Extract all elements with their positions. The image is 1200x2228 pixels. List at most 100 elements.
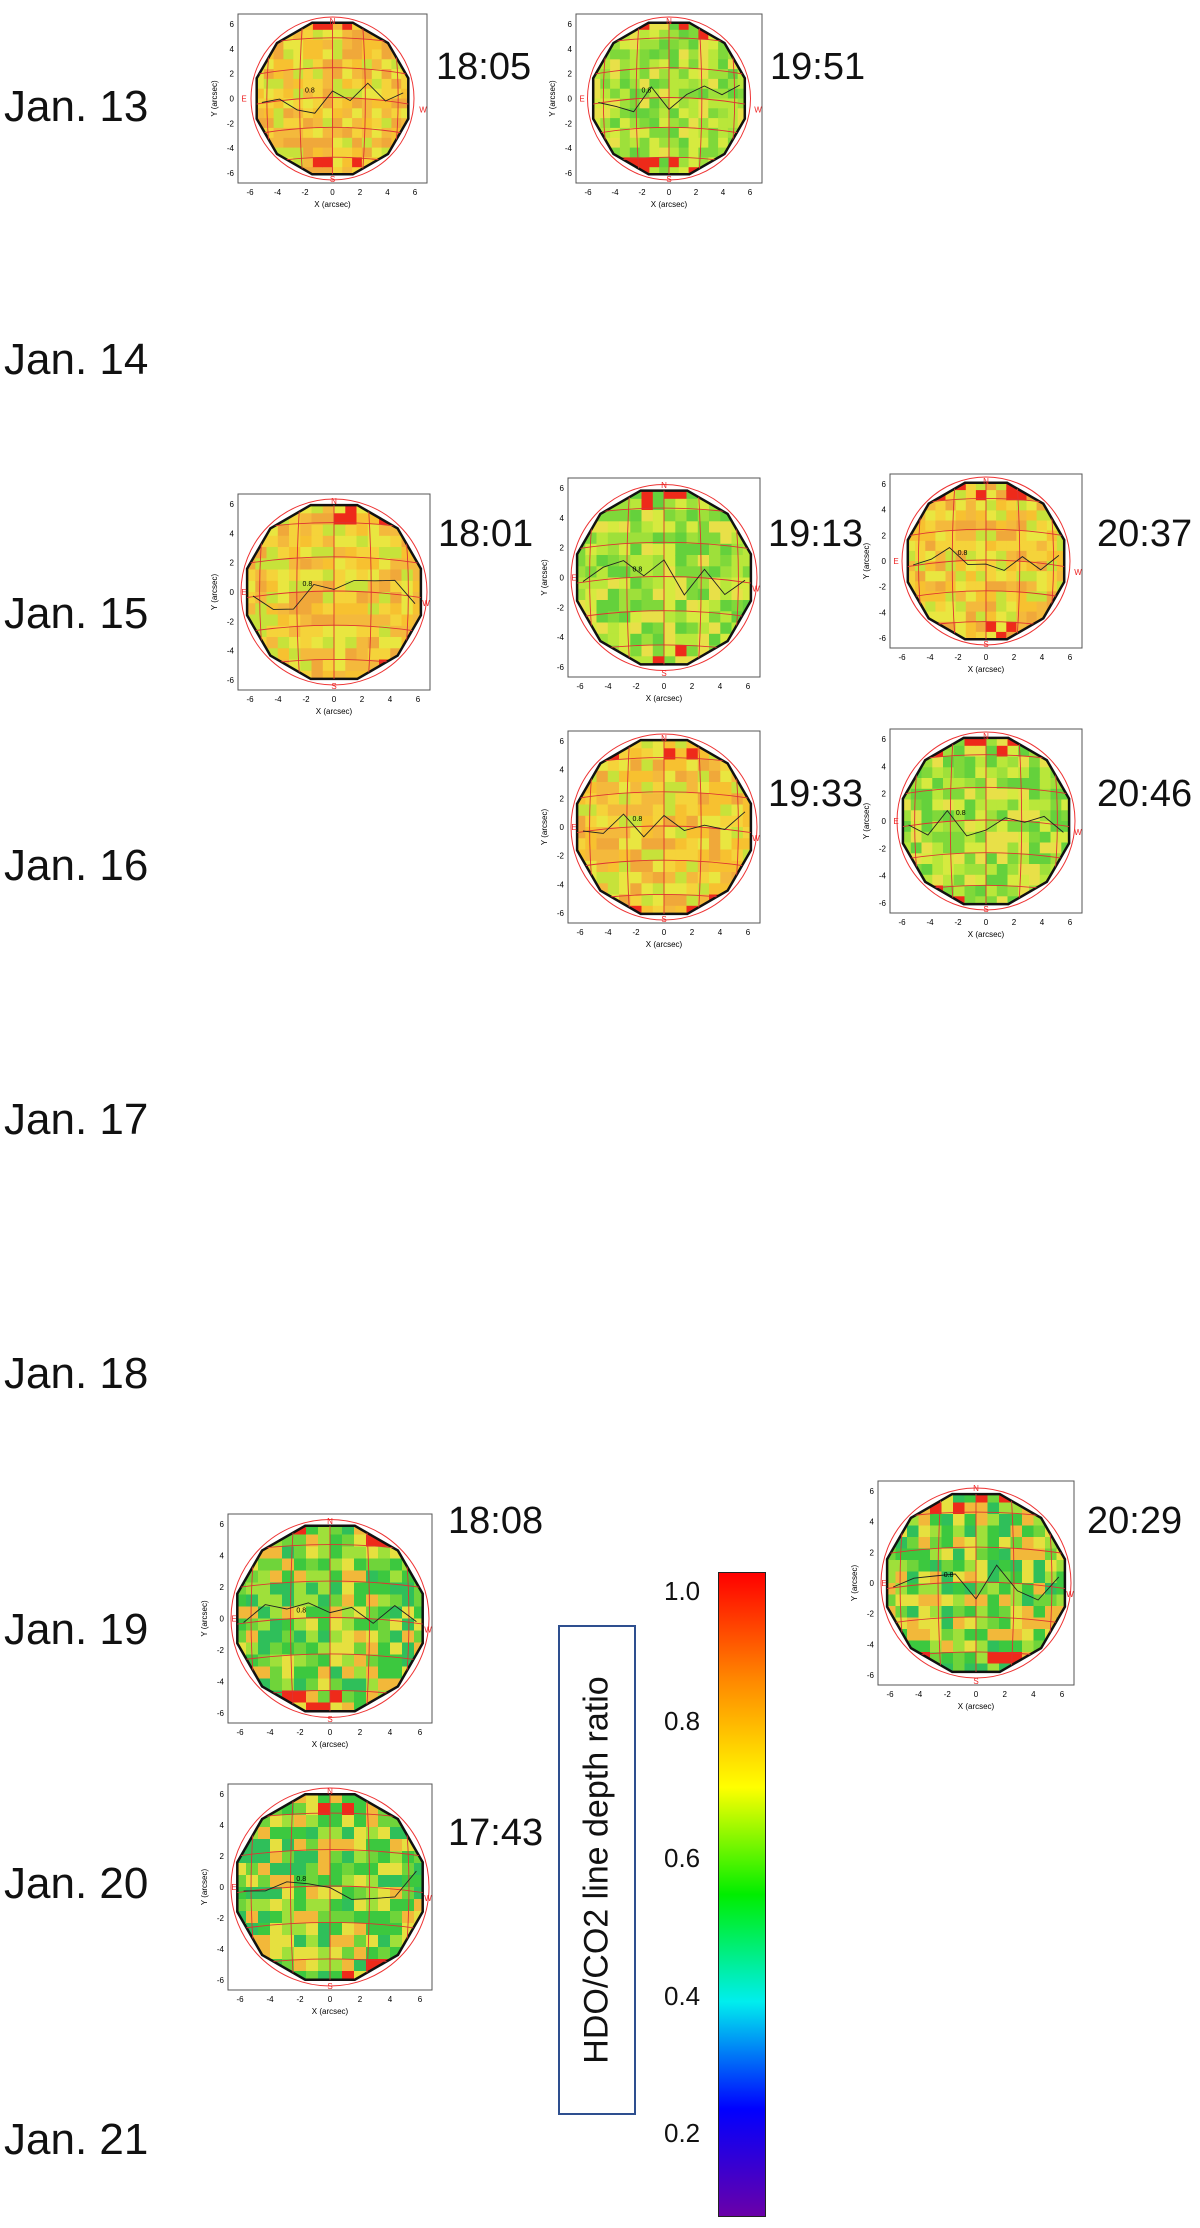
contour-line [912,547,1060,571]
contour-label: 0.8 [642,88,652,95]
compass-label-south: S [330,175,335,184]
contour-label: 0.8 [956,810,966,817]
y-tick-label: 2 [560,794,565,803]
compass-label-east: E [571,823,576,832]
x-tick-label: 2 [358,1728,363,1737]
x-axis-label: X (arcsec) [968,665,1005,674]
x-tick-label: 4 [721,188,726,197]
y-tick-label: 4 [230,45,235,54]
compass-label-south: S [666,175,671,184]
contour-line [261,82,404,114]
venus-map-panel: 0.8 N S E W -6 -6 -4 -4 -2 -2 0 0 2 2 4 4 6 6 X (arcsec) Y (… [210,488,438,720]
y-tick-label: 2 [882,531,887,540]
disk-outline [885,1492,1067,1674]
x-tick-label: -4 [926,653,934,662]
disk-outline [906,481,1066,641]
x-tick-label: -6 [576,682,584,691]
x-tick-label: 6 [746,682,751,691]
x-tick-label: 6 [413,188,418,197]
venus-map-panel: 0.8 N S E W -6 -6 -4 -4 -2 -2 0 0 2 2 4 4 6 6 X (arcsec) Y (… [200,1508,440,1753]
y-tick-label: 2 [882,790,887,799]
y-tick-label: 2 [870,1548,875,1557]
compass-label-south: S [661,915,666,924]
time-label-jan19-b: 20:29 [1087,1500,1183,1542]
y-tick-label: 4 [230,529,235,538]
plot-frame [889,728,1083,914]
y-tick-label: 0 [870,1579,875,1588]
venus-map-svg: 0.8 N S E W -6 -6 -4 -4 -2 -2 0 0 2 2 4 4 6 6 X (arcsec) Y (… [850,1480,1075,1711]
y-tick-label: 4 [220,1821,225,1830]
y-tick-label: -6 [217,1709,225,1718]
disk-outline [236,1524,424,1713]
y-tick-label: 0 [560,574,565,583]
x-tick-label: -6 [898,918,906,927]
date-label-jan-19: Jan. 19 [4,1605,149,1654]
date-label-jan-18: Jan. 18 [4,1349,149,1398]
y-tick-label: 0 [560,823,565,832]
colorbar-title-box: HDO/CO2 line depth ratio [558,1625,636,2115]
x-tick-label: 2 [360,695,365,704]
compass-label-south: S [327,1982,332,1991]
venus-map-panel: 0.8 N S E W -6 -6 -4 -4 -2 -2 0 0 2 2 4 4 6 6 X (arcsec) Y (… [862,468,1090,678]
time-label-jan15-a: 18:01 [438,513,534,555]
y-tick-label: 2 [568,70,573,79]
limb-circle [570,733,758,921]
y-tick-label: 0 [220,1883,225,1892]
venus-map-panel: 0.8 N S E W -6 -6 -4 -4 -2 -2 0 0 2 2 4 4 6 6 X (arcsec) Y (… [200,1778,440,2020]
y-tick-label: 6 [220,1790,225,1799]
y-tick-label: 6 [230,500,235,509]
x-tick-label: -6 [236,1728,244,1737]
y-tick-label: -4 [557,880,565,889]
y-tick-label: -2 [557,603,565,612]
compass-label-south: S [327,1715,332,1724]
y-tick-label: 2 [230,70,235,79]
y-tick-label: 2 [220,1852,225,1861]
contour-line [908,809,1064,837]
y-tick-label: 6 [220,1520,225,1529]
limb-circle [587,16,751,181]
y-axis-label: Y (arcsec) [850,1565,859,1602]
x-axis-label: X (arcsec) [312,2007,349,2016]
y-tick-label: 2 [220,1583,225,1592]
compass-label-east: E [579,95,584,104]
venus-map-svg: 0.8 N S E W -6 -6 -4 -4 -2 -2 0 0 2 2 4 4 6 6 X (arcsec) Y (… [862,728,1083,939]
y-tick-label: -6 [867,1671,875,1680]
disk-outline [575,738,753,916]
time-label-jan16-a: 19:33 [768,773,864,815]
compass-label-west: W [1074,568,1082,577]
latitude-line [887,1616,1065,1625]
y-tick-label: -2 [867,1610,875,1619]
x-tick-label: 6 [418,1995,423,2004]
y-tick-label: -6 [227,676,235,685]
x-axis-label: X (arcsec) [968,930,1005,939]
date-label-jan-14: Jan. 14 [4,335,149,384]
y-tick-label: 4 [560,514,565,523]
x-tick-label: 0 [662,928,667,937]
latitude-line [593,126,745,135]
x-tick-label: 4 [388,1995,393,2004]
colorbar-gradient [718,1572,766,2217]
y-tick-label: 6 [230,20,235,29]
contour-line [243,1602,417,1624]
y-tick-label: -2 [217,1646,225,1655]
compass-label-north: N [327,1787,333,1796]
compass-label-west: W [1066,1590,1074,1599]
compass-label-north: N [331,497,337,506]
limb-circle [250,16,415,181]
x-tick-label: -6 [576,928,584,937]
x-tick-label: 2 [1002,1690,1007,1699]
contour-label: 0.8 [305,88,315,95]
y-tick-label: -2 [879,844,887,853]
x-tick-label: 4 [718,928,723,937]
x-axis-label: X (arcsec) [646,694,683,703]
x-tick-label: 2 [1012,918,1017,927]
contour-label: 0.8 [296,1608,306,1615]
latitude-line [237,1922,423,1930]
date-label-jan-16: Jan. 16 [4,841,149,890]
y-tick-label: -6 [557,663,565,672]
compass-label-west: W [422,599,430,608]
y-tick-label: -4 [227,144,235,153]
disk-outline [236,1793,424,1981]
colorbar-tick: 0.8 [664,1706,701,1736]
x-tick-label: 6 [1060,1690,1065,1699]
